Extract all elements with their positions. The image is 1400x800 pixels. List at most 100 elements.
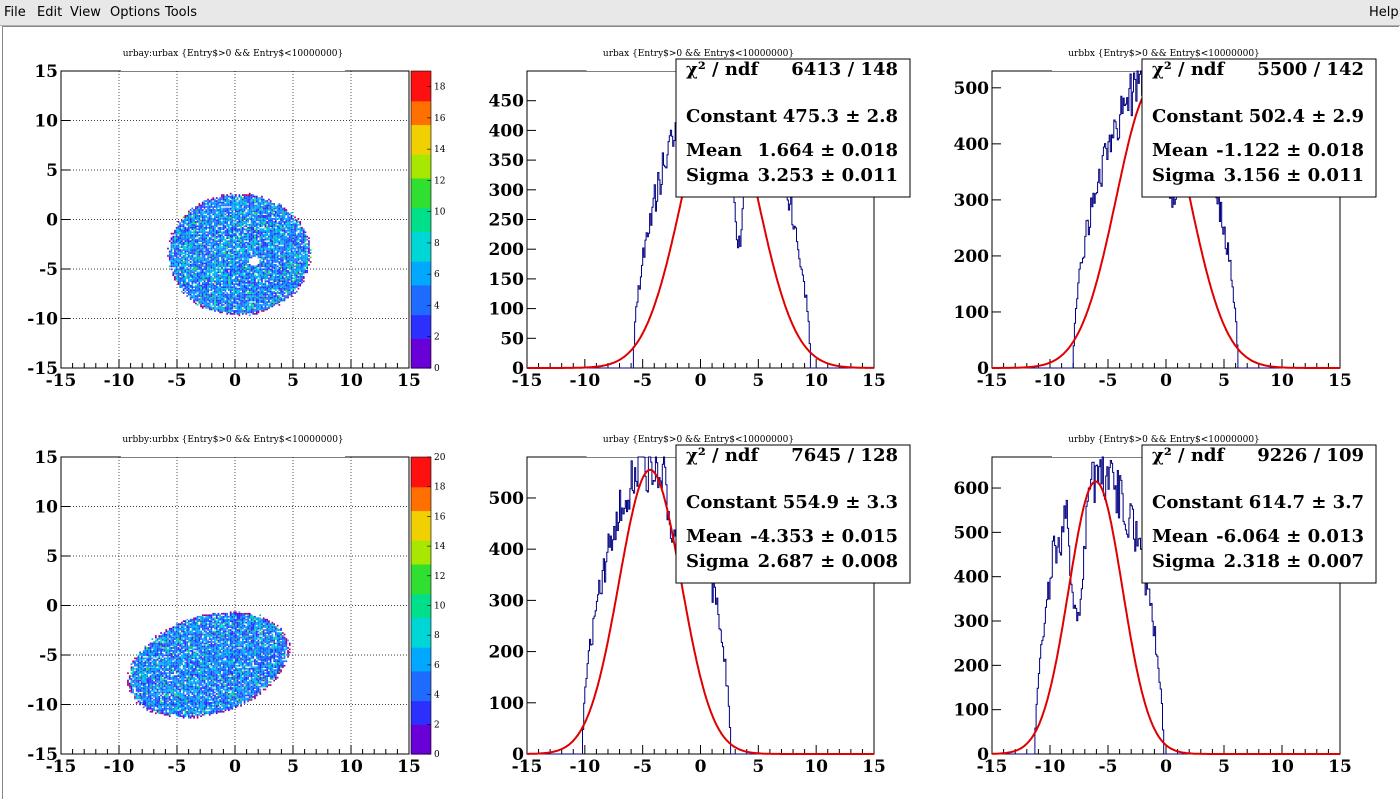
heatmap-cell xyxy=(175,277,178,280)
menu-file[interactable]: File xyxy=(4,5,26,20)
heatmap-cell xyxy=(201,278,204,281)
heatmap-cell xyxy=(287,265,289,268)
heatmap-cell xyxy=(174,278,176,281)
heatmap-cell xyxy=(257,271,260,274)
menu-edit[interactable]: Edit xyxy=(37,5,63,20)
plot-title: urbay:urbax {Entry$>0 && Entry$<10000000… xyxy=(123,49,344,59)
heatmap-cell xyxy=(254,209,256,211)
heatmap-cell xyxy=(224,250,227,253)
heatmap-cell xyxy=(275,280,277,283)
heatmap-cell xyxy=(236,203,239,205)
heatmap-cell xyxy=(259,301,262,303)
heatmap-cell xyxy=(214,252,216,254)
y-tick-label: 0 xyxy=(46,211,58,231)
heatmap-cell xyxy=(280,271,282,274)
heatmap-cell xyxy=(193,264,195,266)
heatmap-cell xyxy=(186,259,188,262)
heatmap-cell xyxy=(245,256,248,259)
heatmap-cell xyxy=(235,270,237,272)
heatmap-cell xyxy=(242,200,244,202)
x-tick-label: 0 xyxy=(229,371,241,391)
heatmap-cell xyxy=(248,223,251,226)
palette-swatch xyxy=(411,302,431,310)
heatmap-cell xyxy=(207,290,209,293)
heatmap-cell xyxy=(264,255,267,257)
heatmap-cell xyxy=(205,290,208,293)
heatmap-cell xyxy=(262,284,265,287)
heatmap-cell xyxy=(200,209,202,211)
heatmap-cell xyxy=(233,235,235,238)
heatmap-cell xyxy=(264,200,267,202)
heatmap-cell xyxy=(245,198,248,201)
heatmap-cell xyxy=(215,219,218,222)
heatmap-cell xyxy=(214,249,216,251)
heatmap-cell xyxy=(269,228,272,231)
heatmap-cell xyxy=(255,283,258,285)
heatmap-cell xyxy=(127,684,129,686)
heatmap-cell xyxy=(252,249,255,251)
heatmap-cell xyxy=(273,223,275,226)
heatmap-cell xyxy=(198,226,201,229)
heatmap-cell xyxy=(203,206,206,208)
heatmap-cell xyxy=(172,235,175,238)
heatmap-cell xyxy=(268,289,270,291)
heatmap-cell xyxy=(196,256,199,259)
heatmap-cell xyxy=(205,219,208,222)
heatmap-cell xyxy=(236,204,239,207)
heatmap-cell xyxy=(259,252,262,254)
heatmap-cell xyxy=(228,302,230,305)
heatmap-cell xyxy=(191,235,194,238)
heatmap-cell xyxy=(196,235,199,238)
heatmap-cell xyxy=(287,243,289,245)
heatmap-cell xyxy=(214,223,216,226)
heatmap-cell xyxy=(212,206,215,208)
heatmap-cell xyxy=(271,286,274,288)
heatmap-cell xyxy=(203,275,206,278)
heatmap-cell xyxy=(247,255,249,257)
heatmap-cell xyxy=(212,229,215,232)
heatmap-cell xyxy=(243,280,246,283)
heatmap-cell xyxy=(205,304,208,306)
heatmap-cell xyxy=(193,228,195,231)
heatmap-cell xyxy=(217,301,220,303)
heatmap-cell xyxy=(203,204,206,207)
heatmap-cell xyxy=(247,229,249,232)
heatmap-cell xyxy=(181,231,183,234)
menu-tools[interactable]: Tools xyxy=(165,5,198,20)
heatmap-cell xyxy=(264,274,267,277)
heatmap-cell xyxy=(255,292,258,294)
heatmap-cell xyxy=(228,225,230,228)
heatmap-cell xyxy=(257,298,260,300)
heatmap-cell xyxy=(275,268,277,271)
heatmap-cell xyxy=(254,293,256,296)
heatmap-cell xyxy=(245,296,248,299)
heatmap-cell xyxy=(200,277,202,280)
heatmap-cell xyxy=(132,691,134,694)
heatmap-cell xyxy=(278,277,281,280)
heatmap-cell xyxy=(207,222,209,225)
heatmap-cell xyxy=(198,292,201,294)
heatmap-cell xyxy=(259,299,262,302)
heatmap-cell xyxy=(231,250,234,253)
heatmap-cell xyxy=(215,209,218,211)
heatmap-cell xyxy=(262,203,265,205)
heatmap-cell xyxy=(257,223,260,226)
heatmap-cell xyxy=(269,265,272,268)
heatmap-cell xyxy=(255,234,258,236)
heatmap-cell xyxy=(297,237,300,239)
heatmap-cell xyxy=(262,301,265,303)
menu-options[interactable]: Options xyxy=(110,5,161,20)
heatmap-cell xyxy=(210,307,213,309)
menu-help[interactable]: Help xyxy=(1369,5,1399,20)
heatmap-cell xyxy=(252,307,255,309)
heatmap-cell xyxy=(226,228,228,231)
menu-view[interactable]: View xyxy=(70,5,101,20)
heatmap-cell xyxy=(243,234,246,236)
heatmap-cell xyxy=(215,299,218,302)
heatmap-cell xyxy=(290,241,293,244)
heatmap-cell xyxy=(182,287,185,290)
heatmap-cell xyxy=(254,195,256,198)
heatmap-cell xyxy=(224,198,227,201)
heatmap-cell xyxy=(191,243,194,245)
heatmap-cell xyxy=(222,243,225,245)
